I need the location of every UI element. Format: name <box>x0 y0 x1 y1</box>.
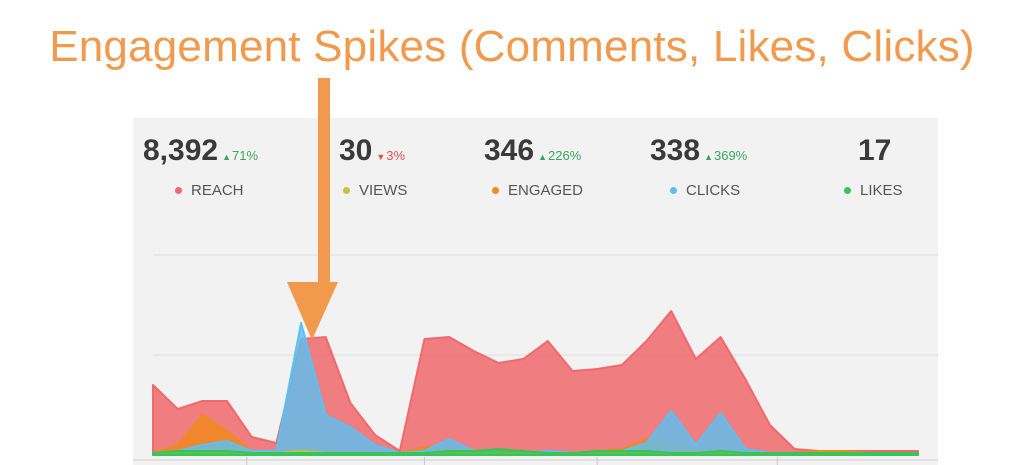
stat-change: ▲369% <box>704 148 748 163</box>
stat-value: 17 <box>858 134 892 167</box>
stat-clicks: 338 ▲369% <box>650 134 747 168</box>
gridlines <box>153 254 938 356</box>
x-axis <box>133 457 938 465</box>
legend-clicks[interactable]: CLICKS <box>670 182 740 199</box>
annotation-arrow <box>287 78 338 340</box>
stat-reach: 8,392 ▲71% <box>143 134 258 168</box>
legend-engaged[interactable]: ENGAGED <box>492 182 583 199</box>
arrow-icon <box>287 78 338 340</box>
up-arrow-icon: ▲ <box>222 152 231 162</box>
stat-likes: 17 <box>858 134 891 168</box>
stats-chart-panel: 8,392 ▲71% REACH 30 ▼3% VIEWS 346 ▲226% ENG… <box>133 118 938 465</box>
stat-value: 30 <box>339 134 373 167</box>
series-area-likes <box>152 448 919 456</box>
dot-icon <box>844 186 851 194</box>
down-arrow-icon: ▼ <box>376 152 386 162</box>
series-areas <box>152 310 919 456</box>
stat-value: 338 <box>650 134 701 167</box>
dot-icon <box>670 186 677 194</box>
stat-change: ▼3% <box>376 148 406 163</box>
annotation-title: Engagement Spikes (Comments, Likes, Clic… <box>49 22 975 71</box>
stat-value: 8,392 <box>143 134 219 167</box>
stat-views: 30 ▼3% <box>339 134 405 168</box>
series-area-reach <box>152 310 919 456</box>
stat-change: ▲226% <box>538 148 582 163</box>
stat-change: ▲71% <box>222 148 259 163</box>
legend-likes[interactable]: LIKES <box>844 182 903 199</box>
legend-reach[interactable]: REACH <box>175 182 244 199</box>
dot-icon <box>492 186 499 194</box>
up-arrow-icon: ▲ <box>704 152 713 162</box>
legend-views[interactable]: VIEWS <box>343 182 407 199</box>
dot-icon <box>343 186 350 194</box>
stat-engaged: 346 ▲226% <box>484 134 581 168</box>
dot-icon <box>175 186 182 194</box>
up-arrow-icon: ▲ <box>538 152 547 162</box>
stat-value: 346 <box>484 134 535 167</box>
